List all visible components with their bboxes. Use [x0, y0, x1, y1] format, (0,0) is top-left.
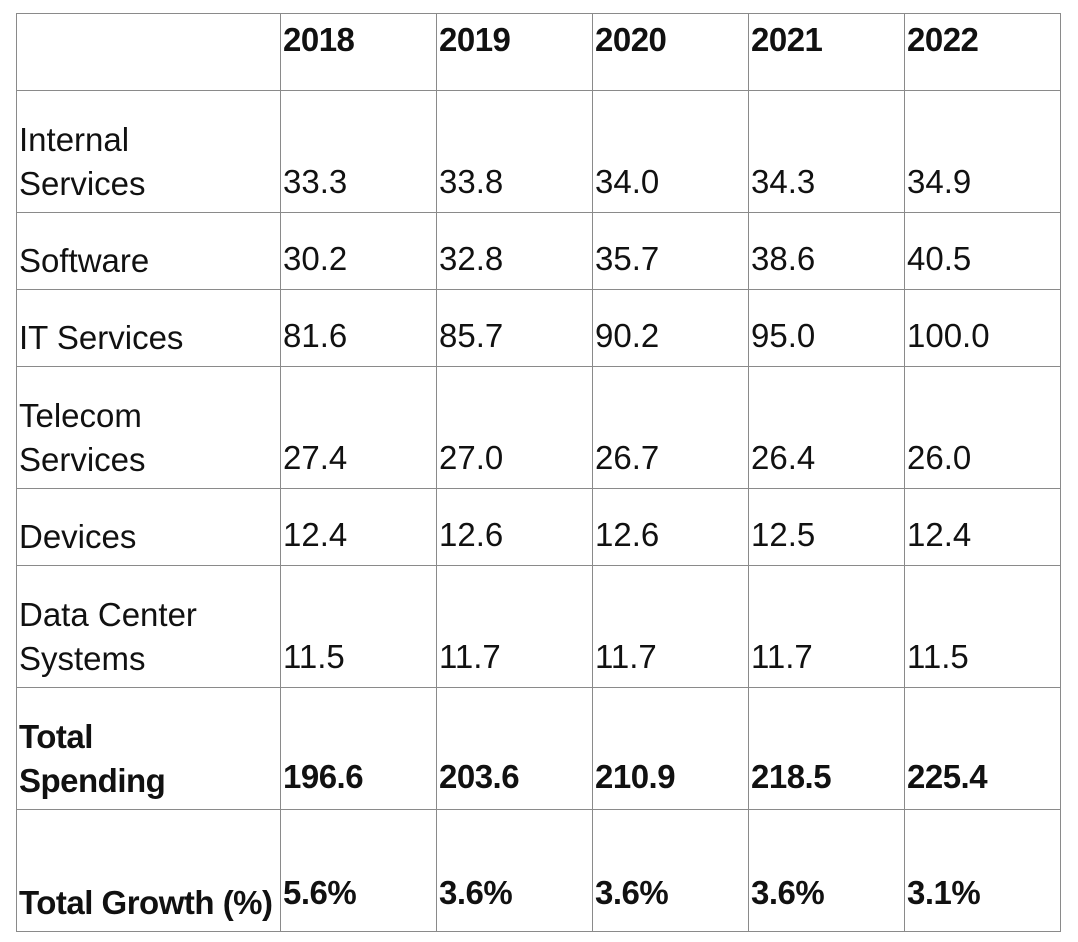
header-cell-empty — [16, 13, 281, 91]
table-cell: 11.7 — [436, 565, 593, 688]
table-cell: 3.6% — [592, 809, 749, 932]
row-label: Total Growth (%) — [16, 809, 281, 932]
table-cell: 100.0 — [904, 289, 1061, 367]
table-cell: 12.6 — [436, 488, 593, 566]
table-row: Devices 12.4 12.6 12.6 12.5 12.4 — [16, 488, 1061, 566]
table-row: IT Services 81.6 85.7 90.2 95.0 100.0 — [16, 289, 1061, 367]
table-cell: 3.1% — [904, 809, 1061, 932]
table-cell: 34.0 — [592, 90, 749, 213]
row-label: Telecom Services — [16, 366, 281, 489]
row-label: Data Center Systems — [16, 565, 281, 688]
table-cell: 12.5 — [748, 488, 905, 566]
header-cell-year: 2022 — [904, 13, 1061, 91]
row-label: Software — [16, 212, 281, 290]
table-cell: 26.0 — [904, 366, 1061, 489]
table-cell: 11.5 — [280, 565, 437, 688]
table-cell: 32.8 — [436, 212, 593, 290]
row-label: Internal Services — [16, 90, 281, 213]
table-row: Internal Services 33.3 33.8 34.0 34.3 34… — [16, 90, 1061, 213]
table-cell: 95.0 — [748, 289, 905, 367]
table-cell: 11.7 — [748, 565, 905, 688]
table-cell: 35.7 — [592, 212, 749, 290]
table-cell: 27.0 — [436, 366, 593, 489]
table-cell: 33.8 — [436, 90, 593, 213]
table-cell: 3.6% — [748, 809, 905, 932]
table-cell: 12.4 — [904, 488, 1061, 566]
total-growth-row: Total Growth (%) 5.6% 3.6% 3.6% 3.6% 3.1… — [16, 809, 1061, 932]
table-cell: 196.6 — [280, 687, 437, 810]
row-label: Total Spending — [16, 687, 281, 810]
total-spending-row: Total Spending 196.6 203.6 210.9 218.5 2… — [16, 687, 1061, 810]
spending-table: 2018 2019 2020 2021 2022 Internal Servic… — [16, 13, 1061, 932]
row-label: IT Services — [16, 289, 281, 367]
table-cell: 27.4 — [280, 366, 437, 489]
table-cell: 90.2 — [592, 289, 749, 367]
table-cell: 218.5 — [748, 687, 905, 810]
table-cell: 34.9 — [904, 90, 1061, 213]
table-cell: 38.6 — [748, 212, 905, 290]
header-cell-year: 2020 — [592, 13, 749, 91]
table-cell: 210.9 — [592, 687, 749, 810]
spending-table-container: 2018 2019 2020 2021 2022 Internal Servic… — [16, 13, 1061, 932]
table-cell: 11.5 — [904, 565, 1061, 688]
table-cell: 34.3 — [748, 90, 905, 213]
row-label: Devices — [16, 488, 281, 566]
table-row: Data Center Systems 11.5 11.7 11.7 11.7 … — [16, 565, 1061, 688]
table-cell: 26.4 — [748, 366, 905, 489]
header-cell-year: 2021 — [748, 13, 905, 91]
table-row: Software 30.2 32.8 35.7 38.6 40.5 — [16, 212, 1061, 290]
table-cell: 5.6% — [280, 809, 437, 932]
table-cell: 225.4 — [904, 687, 1061, 810]
header-cell-year: 2018 — [280, 13, 437, 91]
table-row: Telecom Services 27.4 27.0 26.7 26.4 26.… — [16, 366, 1061, 489]
table-cell: 26.7 — [592, 366, 749, 489]
table-cell: 40.5 — [904, 212, 1061, 290]
table-cell: 11.7 — [592, 565, 749, 688]
table-cell: 30.2 — [280, 212, 437, 290]
table-cell: 12.4 — [280, 488, 437, 566]
table-cell: 33.3 — [280, 90, 437, 213]
table-cell: 85.7 — [436, 289, 593, 367]
table-cell: 12.6 — [592, 488, 749, 566]
table-cell: 203.6 — [436, 687, 593, 810]
header-cell-year: 2019 — [436, 13, 593, 91]
header-row: 2018 2019 2020 2021 2022 — [16, 13, 1061, 91]
table-cell: 81.6 — [280, 289, 437, 367]
table-cell: 3.6% — [436, 809, 593, 932]
